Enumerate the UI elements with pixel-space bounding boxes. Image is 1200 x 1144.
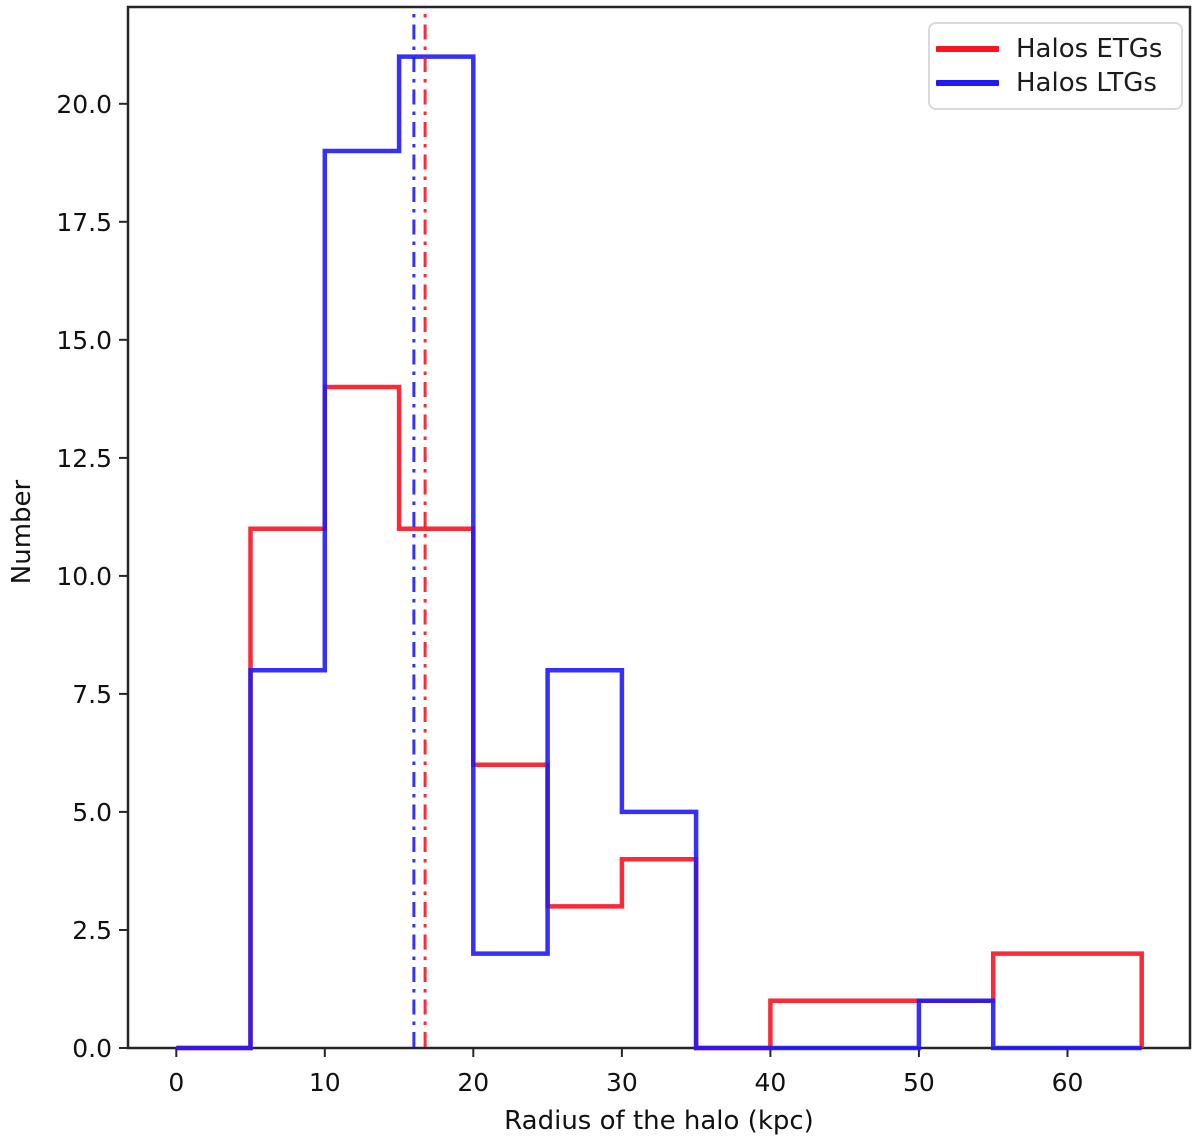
y-tick-label: 0.0: [72, 1034, 112, 1063]
x-tick-label: 30: [606, 1068, 638, 1097]
y-tick-label: 2.5: [72, 916, 112, 945]
etgs-line-swatch: [936, 46, 999, 52]
x-tick-label: 60: [1052, 1068, 1084, 1097]
x-tick-label: 20: [457, 1068, 489, 1097]
y-tick-label: 7.5: [72, 680, 112, 709]
y-axis-title: Number: [7, 479, 37, 585]
etgs-step-outline: [176, 384, 1144, 1051]
y-tick-label: 15.0: [56, 326, 112, 355]
legend-item-halos-ltgs: Halos LTGs: [936, 70, 1171, 96]
x-tick-label: 0: [168, 1068, 184, 1097]
legend-label-etgs: Halos ETGs: [1016, 34, 1163, 64]
y-tick-label: 12.5: [56, 444, 112, 473]
y-tick-label: 5.0: [72, 798, 112, 827]
x-tick-label: 40: [754, 1068, 786, 1097]
legend: Halos ETGs Halos LTGs: [928, 22, 1183, 110]
x-axis-title: Radius of the halo (kpc): [504, 1106, 814, 1136]
x-tick-label: 10: [309, 1068, 341, 1097]
y-tick-label: 10.0: [56, 562, 112, 591]
y-tick-label: 17.5: [56, 208, 112, 237]
y-tick-label: 20.0: [56, 90, 112, 119]
ltgs-step-outline: [176, 54, 1142, 1051]
ltgs-line-swatch: [936, 80, 999, 86]
legend-item-halos-etgs: Halos ETGs: [936, 36, 1171, 62]
legend-label-ltgs: Halos LTGs: [1016, 68, 1157, 98]
x-tick-label: 50: [903, 1068, 935, 1097]
plot-border: [126, 5, 1192, 1050]
